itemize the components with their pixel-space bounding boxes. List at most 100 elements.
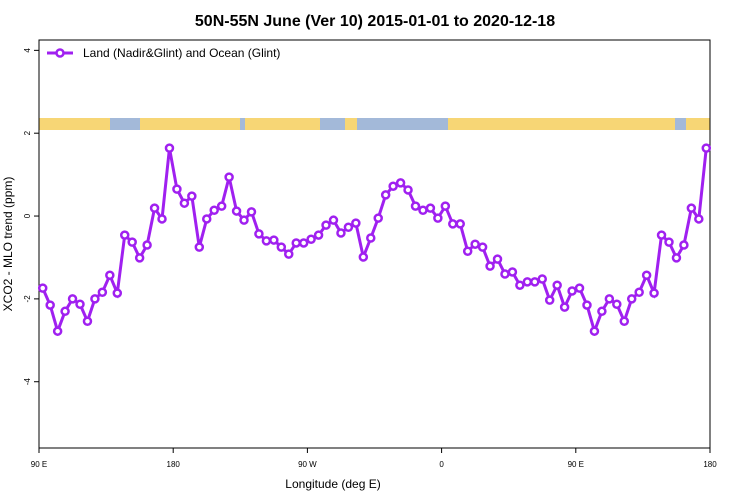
- data-point: [477, 242, 488, 252]
- data-point: [164, 143, 175, 153]
- x-tick-label: 90 W: [298, 460, 317, 469]
- y-tick-label: 2: [23, 130, 32, 135]
- data-point: [388, 181, 398, 191]
- data-point: [97, 287, 108, 298]
- data-point: [552, 280, 562, 290]
- data-point: [157, 214, 167, 224]
- data-point: [626, 294, 637, 304]
- data-point: [149, 203, 160, 213]
- data-point: [515, 280, 525, 290]
- data-point: [336, 228, 346, 238]
- data-point: [298, 238, 309, 248]
- data-point: [686, 203, 697, 213]
- data-point: [470, 239, 480, 249]
- data-point: [418, 205, 428, 215]
- data-point: [224, 172, 234, 182]
- data-point: [574, 283, 585, 293]
- plot-frame: [38, 39, 711, 449]
- data-point: [291, 238, 301, 248]
- data-point: [194, 242, 205, 252]
- data-point: [694, 214, 704, 224]
- data-point: [455, 219, 465, 229]
- data-point: [619, 316, 630, 327]
- data-point: [522, 277, 533, 287]
- data-point: [172, 184, 182, 194]
- data-point: [37, 283, 48, 293]
- data-point: [559, 302, 570, 312]
- data-point: [425, 203, 436, 213]
- data-point: [485, 261, 495, 271]
- data-point: [589, 326, 600, 336]
- data-point: [433, 213, 443, 223]
- data-point: [530, 277, 540, 287]
- data-point: [269, 235, 279, 245]
- legend-marker: [55, 48, 65, 58]
- data-point: [671, 253, 682, 263]
- data-point: [179, 198, 190, 208]
- data-point: [127, 237, 137, 247]
- data-point: [231, 206, 242, 216]
- data-point: [403, 185, 413, 195]
- x-tick-label: 180: [703, 460, 717, 469]
- data-point: [351, 218, 361, 228]
- data-point: [134, 253, 145, 263]
- data-point: [582, 300, 592, 310]
- data-point: [246, 207, 257, 217]
- data-point: [239, 215, 249, 225]
- x-axis-label: Longitude (deg E): [285, 477, 380, 491]
- y-tick-label: -2: [23, 295, 32, 303]
- data-point: [105, 270, 115, 281]
- data-point: [664, 237, 674, 247]
- data-point: [216, 201, 227, 211]
- data-point: [649, 288, 659, 298]
- data-point: [52, 326, 63, 336]
- data-point: [567, 286, 577, 296]
- data-point: [60, 306, 70, 317]
- data-point: [634, 287, 644, 298]
- data-point: [448, 219, 458, 229]
- data-point: [284, 249, 294, 259]
- data-point: [537, 274, 547, 284]
- data-point: [366, 233, 376, 243]
- y-tick-label: 4: [23, 48, 32, 53]
- data-point: [701, 143, 712, 153]
- data-point: [321, 220, 331, 230]
- data-point: [90, 294, 100, 304]
- data-point: [343, 222, 354, 232]
- data-point: [306, 234, 316, 244]
- data-point: [507, 267, 518, 277]
- data-point: [328, 215, 339, 225]
- data-point: [187, 191, 197, 201]
- data-point: [604, 294, 615, 304]
- data-point: [492, 254, 503, 264]
- y-tick-label: -4: [23, 378, 32, 386]
- data-point: [254, 229, 264, 239]
- data-point: [544, 295, 555, 305]
- data-point: [276, 242, 287, 252]
- land-ocean-strip: [39, 118, 710, 130]
- chart-title: 50N-55N June (Ver 10) 2015-01-01 to 2020…: [195, 13, 555, 30]
- data-point: [261, 236, 272, 246]
- x-tick-label: 0: [439, 460, 444, 469]
- data-point: [500, 269, 510, 279]
- data-point: [679, 240, 689, 250]
- data-point: [313, 230, 324, 240]
- data-point: [395, 178, 406, 188]
- data-point: [202, 214, 212, 224]
- data-point: [380, 190, 391, 200]
- data-point: [373, 213, 383, 223]
- data-point: [641, 270, 652, 281]
- data-point: [410, 201, 421, 211]
- y-tick-label: 0: [23, 213, 32, 218]
- data-point: [112, 288, 123, 298]
- x-tick-label: 90 E: [31, 460, 47, 469]
- data-point: [119, 230, 130, 240]
- data-point: [358, 252, 369, 262]
- data-point: [656, 230, 667, 240]
- y-axis-label: XCO2 - MLO trend (ppm): [1, 177, 15, 312]
- data-point: [45, 300, 55, 310]
- data-point: [82, 316, 93, 327]
- data-point: [209, 205, 219, 215]
- legend-label: Land (Nadir&Glint) and Ocean (Glint): [83, 46, 280, 60]
